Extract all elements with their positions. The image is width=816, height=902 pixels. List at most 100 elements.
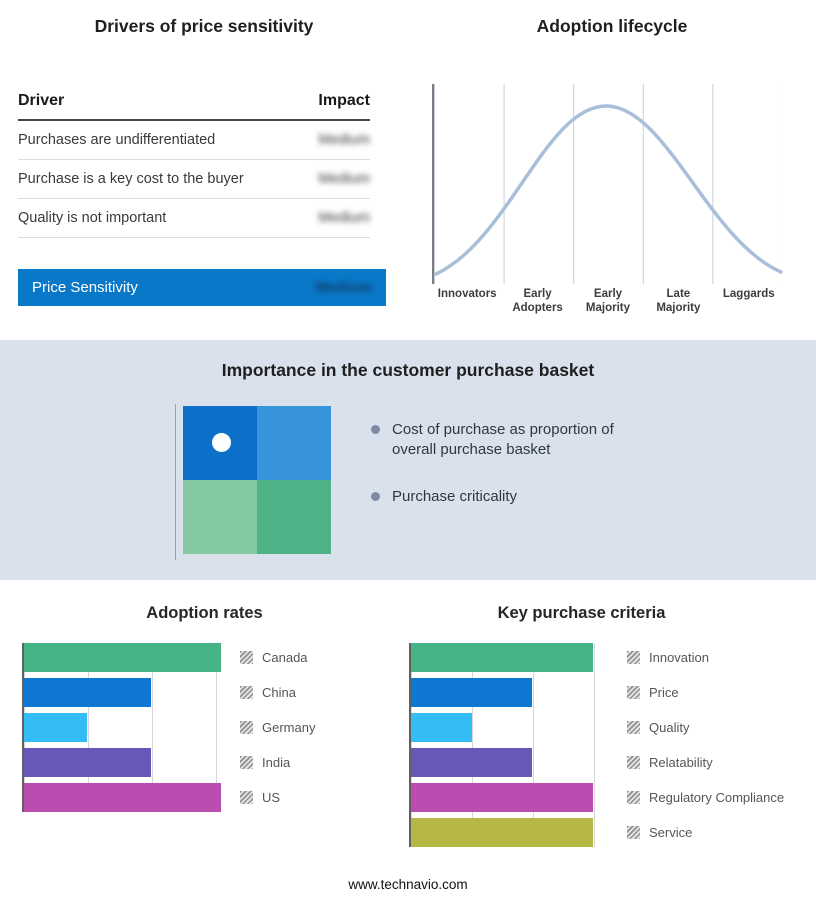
legend-marker-icon [627,791,640,804]
bullet-dot-icon [371,492,380,501]
legend-item-relatability: Relatability [627,748,784,777]
impact-value-redacted: Medium [318,210,370,226]
stage-label-laggards: Laggards [722,288,775,300]
legend-item-china: China [240,678,315,707]
impact-column-header: Impact [318,92,370,109]
adoption-rates-title: Adoption rates [146,604,263,622]
adoption-lifecycle-panel: Adoption lifecycle Innovators Early Adop… [408,0,816,340]
key-purchase-criteria-chart: Key purchase criteria Innovation Price Qua… [409,604,807,847]
purchase-basket-section: Importance in the customer purchase bask… [0,340,816,580]
stage-label-early-majority: Early Majority [585,288,631,314]
legend-item-india: India [240,748,315,777]
bar-row-regulatory-compliance [411,783,614,812]
legend-marker-icon [627,826,640,839]
legend-label: Germany [262,720,316,735]
bullet-text: Purchase criticality [392,488,518,505]
quadrant-axis-line [175,404,176,560]
position-dot-icon [212,433,231,452]
impact-value-redacted: Medium [318,171,370,187]
bullet-dot-icon [371,425,380,434]
bell-curve [434,104,783,276]
adoption-rates-legend: Canada China Germany India US [240,643,315,812]
bar-quality [411,713,472,742]
drivers-of-price-sensitivity-panel: Drivers of price sensitivity Driver Impa… [0,0,408,340]
legend-label: Quality [649,720,690,735]
bar-relatability [411,748,533,777]
bar-innovation [411,643,593,672]
key-purchase-criteria-plot [409,643,614,847]
bar-germany [24,713,88,742]
legend-item-canada: Canada [240,643,315,672]
bar-row-germany [24,713,227,742]
drivers-table: Driver Impact Purchases are undifferenti… [18,92,370,238]
quadrant-cell-bottom-left [183,480,257,554]
driver-label: Quality is not important [18,210,167,226]
legend-marker-icon [240,651,253,664]
legend-label: Innovation [649,650,709,665]
legend-marker-icon [627,721,640,734]
lifecycle-stage-labels: Innovators Early Adopters Early Majority… [432,288,784,316]
bar-row-canada [24,643,227,672]
bell-curve-svg [434,104,783,276]
footer-url: www.technavio.com [348,877,468,892]
bullet-item: Cost of purchase as proportion of overal… [371,420,639,459]
bar-price [411,678,533,707]
price-sensitivity-bar: Price Sensitivity Medium [18,269,386,306]
drivers-table-header: Driver Impact [18,92,370,121]
legend-item-regulatory-compliance: Regulatory Compliance [627,783,784,812]
driver-row: Quality is not important Medium [18,199,370,238]
legend-label: India [262,755,291,770]
legend-marker-icon [240,756,253,769]
bar-row-relatability [411,748,614,777]
bar-us [24,783,221,812]
bar-row-price [411,678,614,707]
legend-marker-icon [240,686,253,699]
price-sensitivity-value-redacted: Medium [315,279,372,296]
stage-label-late-majority: Late Majority [656,288,701,314]
price-sensitivity-label: Price Sensitivity [32,279,138,296]
bar-row-us [24,783,227,812]
bar-row-india [24,748,227,777]
legend-label: Relatability [649,755,713,770]
driver-label: Purchases are undifferentiated [18,132,216,148]
basket-bullet-list: Cost of purchase as proportion of overal… [371,420,639,507]
legend-label: Service [649,825,693,840]
adoption-rates-plot [22,643,227,812]
bar-india [24,748,151,777]
legend-label: Price [649,685,679,700]
legend-item-service: Service [627,818,784,847]
bar-row-quality [411,713,614,742]
key-purchase-criteria-title: Key purchase criteria [497,604,666,622]
legend-marker-icon [240,721,253,734]
bullet-text: Cost of purchase as proportion of overal… [392,421,614,458]
drivers-panel-title: Drivers of price sensitivity [94,16,314,36]
key-purchase-criteria-legend: Innovation Price Quality Relatability Regula… [627,643,784,847]
legend-marker-icon [627,651,640,664]
bar-row-service [411,818,614,847]
driver-column-header: Driver [18,92,65,109]
impact-value-redacted: Medium [318,132,370,148]
driver-row: Purchase is a key cost to the buyer Medi… [18,160,370,199]
legend-item-us: US [240,783,315,812]
legend-marker-icon [240,791,253,804]
legend-label: Regulatory Compliance [649,790,785,805]
quadrant-cell-top-right [257,406,331,480]
legend-item-innovation: Innovation [627,643,784,672]
driver-row: Purchases are undifferentiated Medium [18,121,370,160]
legend-item-germany: Germany [240,713,315,742]
lifecycle-plot [432,84,783,284]
legend-item-price: Price [627,678,784,707]
lifecycle-panel-title: Adoption lifecycle [536,16,688,36]
driver-label: Purchase is a key cost to the buyer [18,171,244,187]
legend-label: US [262,790,281,805]
bar-row-china [24,678,227,707]
bottom-charts-section: Adoption rates Canada China Germany India US… [0,580,816,902]
legend-marker-icon [627,756,640,769]
bar-row-innovation [411,643,614,672]
legend-item-quality: Quality [627,713,784,742]
stage-label-early-adopters: Early Adopters [512,288,563,314]
legend-label: China [262,685,296,700]
adoption-rates-chart: Adoption rates Canada China Germany India US [22,604,387,812]
bar-canada [24,643,221,672]
purchase-basket-quadrant [175,404,331,560]
